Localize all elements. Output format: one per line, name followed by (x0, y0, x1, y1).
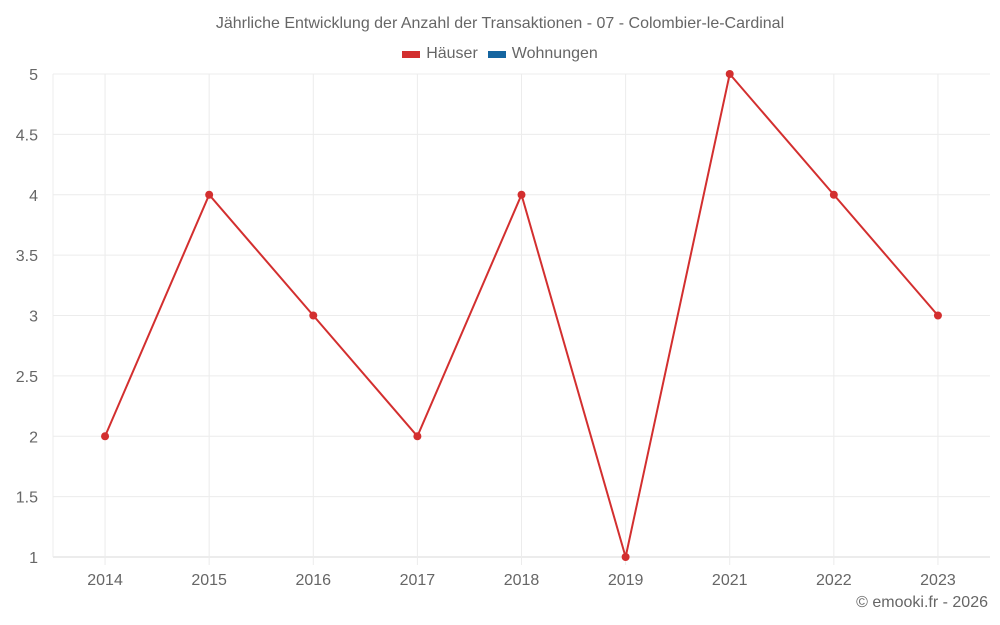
y-tick-label: 3 (29, 309, 38, 326)
series-haeuser (101, 70, 942, 561)
data-point[interactable] (309, 311, 318, 320)
legend-item-wohnungen[interactable]: Wohnungen (487, 45, 598, 63)
y-tick-label: 1.5 (16, 490, 38, 507)
legend: Häuser Wohnungen (0, 45, 1000, 63)
x-tick-label: 2019 (608, 572, 644, 589)
legend-label-wohnungen: Wohnungen (511, 45, 598, 62)
x-tick-label: 2014 (87, 572, 123, 589)
legend-label-haeuser: Häuser (426, 45, 478, 62)
data-point[interactable] (517, 190, 526, 199)
x-tick-label: 2022 (816, 572, 852, 589)
data-point[interactable] (101, 432, 110, 441)
y-tick-label: 3.5 (16, 248, 38, 265)
x-tick-label: 2016 (295, 572, 331, 589)
y-tick-label: 1 (29, 550, 38, 567)
data-point[interactable] (413, 432, 422, 441)
y-tick-label: 4 (29, 188, 38, 205)
y-tick-label: 2.5 (16, 369, 38, 386)
data-point[interactable] (829, 190, 838, 199)
data-point[interactable] (933, 311, 942, 320)
y-axis: 1 1.5 2 2.5 3 3.5 4 4.5 5 (16, 67, 38, 567)
legend-item-haeuser[interactable]: Häuser (402, 45, 478, 63)
x-axis: 2014 2015 2016 2017 2018 2019 2021 2022 2023 (87, 572, 956, 589)
legend-swatch-haeuser (402, 50, 421, 58)
data-point[interactable] (725, 70, 734, 78)
grid-lines (52, 73, 990, 565)
chart-title: Jährliche Entwicklung der Anzahl der Tra… (215, 15, 785, 32)
y-tick-label: 5 (29, 67, 38, 84)
x-tick-label: 2017 (400, 572, 436, 589)
data-point[interactable] (621, 553, 630, 561)
x-tick-label: 2015 (191, 572, 227, 589)
y-tick-label: 2 (29, 429, 38, 446)
data-point[interactable] (205, 190, 214, 199)
x-tick-label: 2023 (920, 572, 956, 589)
x-tick-label: 2018 (504, 572, 540, 589)
x-tick-label: 2021 (712, 572, 748, 589)
y-tick-label: 4.5 (16, 127, 38, 144)
legend-swatch-wohnungen (487, 50, 506, 58)
copyright-footer: © emooki.fr - 2026 (856, 594, 988, 611)
